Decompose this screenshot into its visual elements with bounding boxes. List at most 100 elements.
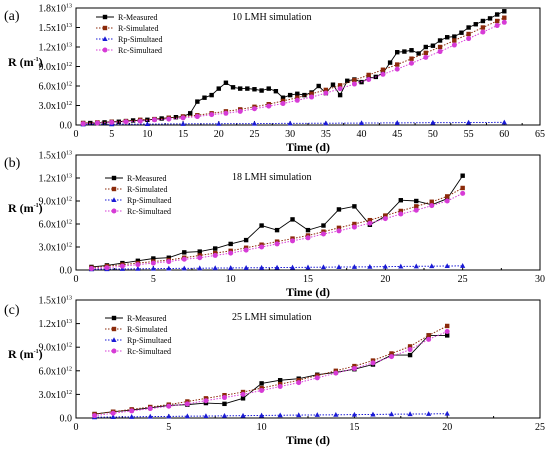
data-point-rc-simultaed <box>451 42 457 48</box>
data-point-r-measured <box>273 89 279 94</box>
data-point-r-measured <box>116 119 122 124</box>
series-line-r-simulated <box>94 325 448 415</box>
y-tick-label: 0.0 <box>60 121 73 132</box>
data-point-r-measured <box>280 95 286 100</box>
x-tick-label: 15 <box>303 274 313 285</box>
x-tick-label: 60 <box>499 129 509 140</box>
data-point-rc-simultaed <box>259 244 265 250</box>
data-point-r-measured <box>295 91 300 96</box>
data-point-rc-simultaed <box>109 119 115 125</box>
data-point-rc-simultaed <box>394 66 400 72</box>
data-point-rc-simultaed <box>351 224 357 230</box>
data-point-r-measured <box>259 223 264 228</box>
data-point-r-simulated <box>383 213 388 218</box>
y-tick-label: 3.0x1012 <box>39 101 73 112</box>
data-point-rp-simultaed <box>444 410 450 416</box>
data-point-r-simulated <box>380 67 386 72</box>
data-point-rc-simultaed <box>80 121 86 127</box>
data-point-rc-simultaed <box>389 354 395 360</box>
data-point-rc-simultaed <box>333 370 339 376</box>
data-point-rc-simultaed <box>152 117 158 123</box>
data-point-r-measured <box>287 92 293 98</box>
y-tick-label: 3.0x1012 <box>39 390 73 401</box>
data-point-r-measured <box>407 352 413 358</box>
y-axis-label: R (m-1) <box>8 55 43 69</box>
data-point-r-measured <box>209 92 214 98</box>
panel-label: (b) <box>4 156 21 171</box>
data-point-rc-simultaed <box>180 115 186 121</box>
y-tick-label: 6.0x1012 <box>39 82 73 93</box>
data-point-rc-simultaed <box>351 81 357 87</box>
y-tick-label: 0.0 <box>60 266 73 277</box>
data-point-rp-simultaed <box>358 120 365 126</box>
data-point-rp-simultaed <box>320 264 327 270</box>
data-point-rc-simultaed <box>294 97 300 103</box>
data-point-rc-simultaed <box>336 228 342 234</box>
y-axis-label: R (m-1) <box>8 201 43 215</box>
data-point-r-simulated <box>309 91 314 96</box>
chart-panel-1: 0 5 10 15 20 25 30 35 40 45 50 55 60 65 0.0 3.0x1012 6.0… <box>4 4 545 155</box>
series-line-r-measured <box>94 334 448 415</box>
x-tick-label: 5 <box>109 129 114 140</box>
data-point-r-simulated <box>352 221 357 227</box>
data-point-rp-simultaed <box>430 119 436 125</box>
legend-marker-rp-simultaed <box>111 337 117 342</box>
data-point-r-measured <box>228 241 233 247</box>
data-point-r-simulated <box>414 204 419 209</box>
legend-label: Rc-Simultaed <box>118 46 162 55</box>
data-point-rp-simultaed <box>501 119 507 125</box>
data-point-rp-simultaed <box>333 411 339 417</box>
x-axis-label: Time (d) <box>286 140 330 154</box>
x-tick-label: 30 <box>285 129 295 140</box>
data-point-r-simulated <box>409 56 414 61</box>
data-point-rc-simultaed <box>413 207 419 213</box>
data-point-rc-simultaed <box>123 119 129 125</box>
data-point-r-measured <box>216 86 221 91</box>
data-point-r-simulated <box>389 351 394 356</box>
data-point-rc-simultaed <box>92 413 98 419</box>
data-point-r-simulated <box>466 31 471 37</box>
data-point-rc-simultaed <box>129 408 135 414</box>
data-point-rc-simultaed <box>280 101 286 107</box>
data-point-r-simulated <box>407 344 413 349</box>
y-tick-label: 9.0x1012 <box>39 197 73 208</box>
data-point-r-measured <box>445 35 450 40</box>
chart-panel-3: 0 5 10 15 20 25 0.0 3.0x1012 6.0x1012 9.0x1012 1.2… <box>4 296 545 448</box>
data-point-rc-simultaed <box>305 235 311 241</box>
data-point-rp-simultaed <box>259 264 265 270</box>
data-point-r-simulated <box>426 333 431 338</box>
data-point-rc-simultaed <box>221 395 227 401</box>
data-point-rc-simultaed <box>337 86 343 92</box>
data-point-r-measured <box>337 92 343 98</box>
legend: R-Measured R-Simulated Rp-Simultaed Rc-Simu… <box>105 174 171 216</box>
data-point-r-measured <box>416 51 421 56</box>
x-tick-label: 15 <box>178 129 188 140</box>
data-point-r-measured <box>414 198 419 204</box>
data-point-r-measured <box>230 85 236 90</box>
data-point-rp-simultaed <box>323 120 329 126</box>
data-point-rp-simultaed <box>289 264 296 270</box>
data-point-rc-simultaed <box>398 211 404 217</box>
data-point-rp-simultaed <box>197 265 203 271</box>
data-point-r-measured <box>460 173 465 178</box>
data-point-rc-simultaed <box>290 238 296 244</box>
legend-label: R-Measured <box>127 314 167 323</box>
x-tick-label: 15 <box>349 422 359 433</box>
data-point-rp-simultaed <box>413 263 419 269</box>
data-point-rc-simultaed <box>309 94 315 100</box>
x-tick-label: 40 <box>357 129 367 140</box>
data-point-r-simulated <box>445 323 450 329</box>
data-point-rc-simultaed <box>88 265 94 271</box>
data-point-r-measured <box>202 95 207 100</box>
data-point-rp-simultaed <box>429 263 435 269</box>
legend-label: Rc-Simultaed <box>127 207 171 216</box>
data-point-rp-simultaed <box>166 413 172 419</box>
data-point-r-measured <box>502 9 507 14</box>
data-point-rc-simultaed <box>466 36 472 42</box>
data-point-rp-simultaed <box>180 121 186 126</box>
data-point-rp-simultaed <box>240 412 246 418</box>
x-axis-label: Time (d) <box>286 285 330 299</box>
data-point-r-measured <box>452 34 457 39</box>
data-point-r-measured <box>166 255 171 260</box>
data-point-r-measured <box>195 99 200 104</box>
